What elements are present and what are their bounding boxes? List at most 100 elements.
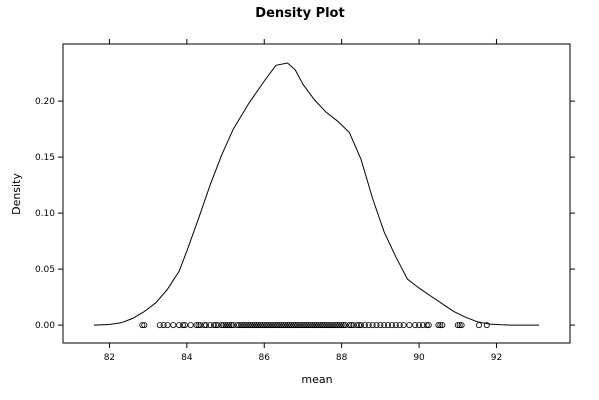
rug-point [297,322,304,329]
rug-point [278,322,285,329]
rug-point [301,322,308,329]
rug-point [272,322,279,329]
rug-point [160,322,167,329]
x-tick-label: 92 [491,353,502,363]
rug-point [356,322,363,329]
y-tick-label: 0.00 [35,321,55,331]
rug-point [193,322,200,329]
rug-point [439,322,446,329]
rug-point [437,322,444,329]
rug-point [245,322,252,329]
rug-point [319,322,326,329]
rug-point [346,322,353,329]
rug-point [330,322,337,329]
rug-point [377,322,384,329]
rug-point [176,322,183,329]
rug-point [338,322,345,329]
rug-point [261,322,268,329]
rug-point [268,322,275,329]
y-tick-label: 0.10 [35,209,55,219]
y-axis-label: Density [10,173,23,215]
rug-point [326,322,333,329]
rug-point [181,322,188,329]
rug-point [286,322,293,329]
rug-point [396,322,403,329]
rug-point [207,322,214,329]
x-tick-label: 86 [259,353,271,363]
rug-point [263,322,270,329]
rug-point [228,322,235,329]
rug-point [239,322,246,329]
rug-point [270,322,277,329]
rug-point [307,322,314,329]
y-tick-label: 0.05 [35,265,55,275]
rug-point [354,322,361,329]
rug-point [259,322,266,329]
rug-point [334,322,341,329]
x-tick-label: 88 [336,353,348,363]
rug-point [323,322,330,329]
rug-point [139,322,146,329]
rug-point [195,322,202,329]
x-tick-label: 90 [413,353,425,363]
rug-point [249,322,256,329]
rug-point [412,322,419,329]
rug-point [357,322,364,329]
rug-point [257,322,264,329]
rug-point [280,322,287,329]
rug-point [214,322,221,329]
rug-point [369,322,376,329]
rug-point [435,322,442,329]
rug-point [282,322,289,329]
rug-point [456,322,463,329]
rug-point [458,322,465,329]
rug-point [350,322,357,329]
density-curve-line [93,62,539,326]
rug-point [313,322,320,329]
y-axis-ticks: 0.00 0.05 0.10 0.15 0.20 [35,97,575,331]
x-axis-label: mean [301,373,332,386]
rug-point [423,322,430,329]
rug-point [170,322,177,329]
rug-point [274,322,281,329]
rug-point [290,322,297,329]
rug-point [385,322,392,329]
rug-point [348,322,355,329]
rug-point [284,322,291,329]
rug-point [243,322,250,329]
rug-point [299,322,306,329]
rug-point [164,322,171,329]
rug-point [224,322,231,329]
rug-point [340,322,347,329]
rug-point [325,322,332,329]
rug-point [234,322,241,329]
rug-point [187,322,194,329]
plot-frame [62,43,571,344]
rug-point [321,322,328,329]
rug-point [141,322,148,329]
x-axis-ticks: 82 84 86 88 90 92 [104,39,502,363]
x-tick-label: 84 [181,353,193,363]
rug-point [365,322,372,329]
rug-point [406,322,413,329]
rug-point [303,322,310,329]
plot-area [93,62,539,329]
rug-point [425,322,432,329]
rug-point [267,322,274,329]
rug-point [309,322,316,329]
rug-point [388,322,395,329]
rug-point [392,322,399,329]
rug-point [294,322,301,329]
rug-point [416,322,423,329]
rug-point [220,322,227,329]
rug-point [236,322,243,329]
rug-point [212,322,219,329]
rug-point [241,322,248,329]
rug-point [381,322,388,329]
rug-point [203,322,210,329]
rug-point [255,322,262,329]
rug-point [332,322,339,329]
rug-point [311,322,318,329]
rug-point [197,322,204,329]
